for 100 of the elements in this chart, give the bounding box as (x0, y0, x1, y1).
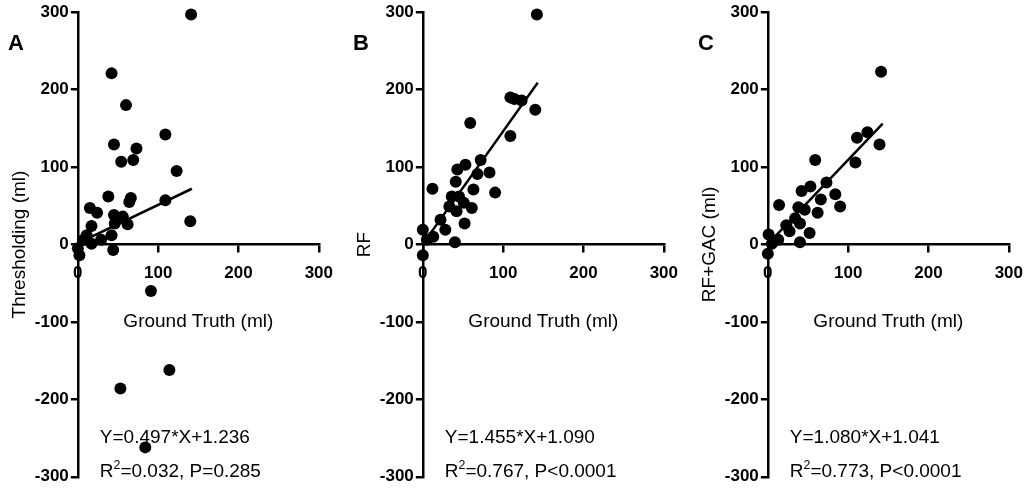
point (773, 199, 786, 212)
point (127, 154, 140, 167)
text: B (353, 30, 369, 55)
point (416, 249, 429, 262)
x-tick-label: 100 (488, 263, 518, 283)
x-axis-title: Ground Truth (ml) (123, 309, 274, 331)
point (829, 188, 842, 201)
y-tick-label: 200 (385, 79, 414, 99)
point (120, 99, 133, 112)
point (820, 176, 833, 189)
point (416, 223, 429, 236)
y-tick-label: 200 (730, 79, 759, 99)
y-tick-label: -200 (34, 389, 69, 409)
y-tick-label: 300 (40, 1, 69, 21)
point (849, 156, 862, 169)
y-tick-label: 300 (730, 1, 759, 21)
text: C (698, 30, 714, 55)
point (185, 8, 198, 21)
x-tick-label: 300 (994, 263, 1024, 283)
point (451, 163, 464, 176)
point (873, 138, 886, 151)
point (804, 180, 817, 193)
point (504, 130, 517, 143)
y-tick-label: -100 (379, 311, 414, 331)
point (439, 223, 452, 236)
x-tick-label: 200 (569, 263, 598, 283)
point (115, 155, 128, 168)
point (464, 116, 477, 129)
point (793, 217, 806, 230)
point (814, 193, 827, 206)
point (834, 200, 847, 213)
y-tick-label: 0 (59, 234, 69, 254)
point (184, 215, 197, 228)
point (861, 126, 874, 139)
point (489, 186, 502, 199)
point (85, 237, 98, 250)
point (107, 138, 120, 151)
point (483, 166, 496, 179)
point (809, 154, 822, 167)
point (114, 382, 127, 395)
point (811, 206, 824, 219)
point (121, 218, 134, 231)
point (465, 202, 478, 215)
point (163, 363, 176, 376)
x-tick-label: 100 (833, 263, 863, 283)
point (170, 164, 183, 177)
point (130, 142, 143, 155)
point (467, 183, 480, 196)
point (529, 103, 542, 116)
x-axis-title: Ground Truth (ml) (468, 309, 619, 331)
x-tick-label: 300 (304, 263, 334, 283)
y-axis-title: RF+GAC (ml) (697, 186, 719, 303)
y-tick-label: -200 (379, 389, 414, 409)
point (803, 226, 816, 239)
annotation: Y=1.455*X+1.090 (444, 426, 595, 447)
point (91, 206, 104, 219)
y-tick-label: 200 (40, 79, 69, 99)
point (471, 168, 484, 181)
y-axis-title: Thresholding (ml) (7, 170, 29, 319)
x-tick-label: 200 (224, 263, 253, 283)
point (875, 65, 888, 78)
y-tick-label: -300 (379, 466, 414, 486)
y-tick-label: -300 (34, 466, 69, 486)
point (434, 213, 447, 226)
y-axis-title: RF (352, 231, 374, 258)
x-tick-label: 100 (143, 263, 173, 283)
y-tick-label: 0 (749, 234, 759, 254)
point (761, 247, 774, 260)
point (793, 236, 806, 249)
text: A (8, 30, 24, 55)
point (450, 205, 463, 218)
point (105, 229, 118, 242)
y-tick-label: -200 (724, 389, 759, 409)
point (105, 67, 118, 80)
point (144, 284, 157, 297)
point (850, 131, 863, 144)
point (420, 233, 433, 246)
y-tick-label: 0 (404, 234, 414, 254)
point (426, 182, 439, 195)
point (159, 194, 172, 207)
x-tick-label: 300 (649, 263, 679, 283)
y-tick-label: 100 (730, 156, 759, 176)
point (95, 233, 108, 246)
y-tick-label: 300 (385, 1, 414, 21)
point (474, 154, 487, 167)
point (85, 219, 98, 232)
y-tick-label: 100 (385, 156, 414, 176)
point (530, 8, 543, 21)
y-tick-label: -100 (34, 311, 69, 331)
y-tick-label: -100 (724, 311, 759, 331)
point (102, 190, 115, 203)
y-tick-label: -300 (724, 466, 759, 486)
point (159, 128, 172, 141)
point (783, 225, 796, 238)
x-axis-title: Ground Truth (ml) (813, 309, 964, 331)
point (449, 175, 462, 188)
y-tick-label: 100 (40, 156, 69, 176)
x-tick-label: 200 (914, 263, 943, 283)
annotation: Y=1.080*X+1.041 (789, 426, 940, 447)
annotation: Y=0.497*X+1.236 (99, 426, 250, 447)
